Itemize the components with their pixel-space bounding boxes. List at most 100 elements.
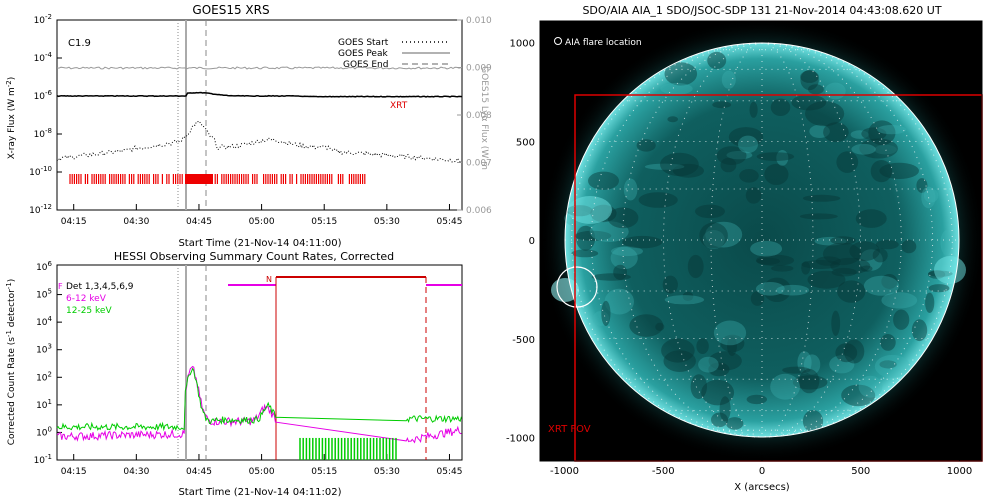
hessi-y-axis: 106 105 104 103 102 101 100 10-1 <box>34 260 62 466</box>
aia-texture-blob <box>589 221 629 243</box>
goes-flare-class: C1.9 <box>68 38 91 49</box>
aia-texture-blob <box>756 257 780 265</box>
goes-title: GOES15 XRS <box>192 3 269 17</box>
aia-texture-blob <box>690 374 707 399</box>
aia-texture-blob <box>746 394 767 405</box>
aia-texture-blob <box>830 257 871 275</box>
goes-y2-axis: 0.010 0.009 0.008 0.007 0.006 <box>457 16 492 216</box>
aia-texture-blob <box>712 101 732 109</box>
aia-texture-blob <box>601 300 611 326</box>
aia-x-label: X (arcsecs) <box>734 482 790 493</box>
hessi-x-tick-label: 04:30 <box>123 467 149 477</box>
aia-frame <box>539 20 983 462</box>
goes-y2-tick-label: 0.006 <box>466 206 492 216</box>
aia-texture-blob <box>836 151 859 173</box>
hessi-y-tick-label: 10-1 <box>34 453 52 466</box>
xrt-obs-dense-block <box>185 174 213 184</box>
goes-legend-end: GOES End <box>343 60 388 70</box>
aia-texture-blob <box>859 138 898 159</box>
aia-texture-blob <box>855 209 887 228</box>
aia-texture-blob <box>770 373 800 400</box>
aia-texture-blob <box>695 204 725 219</box>
hessi-x-tick-label: 04:15 <box>61 467 87 477</box>
hessi-y-tick-label: 103 <box>36 343 52 356</box>
aia-texture-blob <box>607 207 639 229</box>
aia-x-tick-label: 500 <box>851 466 870 477</box>
aia-title: SDO/AIA AIA_1 SDO/JSOC-SDP 131 21-Nov-20… <box>582 4 941 17</box>
hessi-legend-low: 6-12 keV <box>66 294 107 304</box>
aia-x-tick-label: -1000 <box>550 466 579 477</box>
aia-texture-blob <box>638 192 678 208</box>
goes-lya-series <box>56 66 462 70</box>
aia-texture-blob <box>698 356 719 373</box>
aia-texture-blob <box>756 152 795 162</box>
aia-texture-blob <box>720 334 745 353</box>
aia-texture-blob <box>916 178 928 193</box>
hessi-y-tick-label: 102 <box>36 370 52 383</box>
aia-texture-blob <box>664 62 698 86</box>
aia-texture-blob <box>870 160 893 183</box>
aia-texture-blob <box>726 417 744 430</box>
hessi-panel: HESSI Observing Summary Count Rates, Cor… <box>5 250 463 498</box>
aia-texture-blob <box>824 82 846 100</box>
aia-texture-blob <box>830 236 856 245</box>
aia-texture-blob <box>881 274 898 289</box>
hessi-high-series <box>56 367 462 432</box>
goes-x-tick-label: 05:15 <box>311 217 337 227</box>
aia-texture-blob <box>803 354 821 375</box>
aia-y-tick-label: -500 <box>512 335 535 346</box>
hessi-flag-n: N <box>266 275 272 284</box>
aia-texture-blob <box>829 355 855 374</box>
aia-texture-blob <box>738 135 758 154</box>
aia-texture-blob <box>822 242 862 266</box>
aia-texture-blob <box>739 169 759 183</box>
hessi-x-tick-label: 05:15 <box>311 467 337 477</box>
goes-y-tick-label: 10-12 <box>29 203 52 216</box>
aia-texture-blob <box>591 273 631 281</box>
hessi-legend-high: 12-25 keV <box>66 306 112 316</box>
aia-texture-blob <box>672 163 705 178</box>
aia-texture-blob <box>911 319 928 342</box>
aia-texture-blob <box>610 246 638 270</box>
hessi-y-label: Corrected Count Rate (s-1 detector-1) <box>5 279 17 446</box>
aia-texture-blob <box>859 249 883 271</box>
aia-y-tick-label: 0 <box>529 236 535 247</box>
aia-texture-blob <box>750 291 765 306</box>
aia-texture-blob <box>719 396 731 422</box>
aia-texture-blob <box>745 187 762 204</box>
hessi-y-tick-label: 104 <box>36 315 52 328</box>
aia-texture-blob <box>655 322 665 331</box>
aia-texture-blob <box>707 51 727 70</box>
aia-texture-blob <box>713 320 747 346</box>
aia-texture-blob <box>756 254 795 266</box>
aia-texture-blob <box>792 375 828 390</box>
aia-texture-blob <box>720 157 737 173</box>
aia-texture-blob <box>696 338 709 355</box>
aia-lon-line <box>590 42 763 438</box>
aia-texture-blob <box>875 239 899 250</box>
aia-texture-blob <box>799 368 820 394</box>
goes-x-axis: 04:15 04:30 04:45 05:00 05:15 05:30 05:45 <box>61 204 463 227</box>
aia-texture-blob <box>802 410 824 433</box>
aia-texture-blob <box>726 150 753 160</box>
aia-texture-blob <box>872 248 888 263</box>
aia-texture-blob <box>701 379 735 406</box>
aia-flare-legend-icon <box>554 37 562 45</box>
aia-lon-line <box>622 42 763 438</box>
aia-y-tick-label: 1000 <box>510 39 535 50</box>
aia-texture-blob <box>860 265 873 272</box>
goes-y-tick-label: 10-2 <box>34 13 52 26</box>
goes-short-series <box>56 120 463 163</box>
hessi-x-axis: 04:15 04:30 04:45 05:00 05:15 05:30 05:45 <box>61 454 462 477</box>
hessi-x-tick-label: 05:30 <box>374 467 400 477</box>
goes-y-tick-label: 10-8 <box>34 127 52 140</box>
hessi-x-label: Start Time (21-Nov-14 04:11:02) <box>178 487 341 498</box>
aia-texture-blob <box>843 339 865 364</box>
goes-x-tick-label: 05:45 <box>437 217 463 227</box>
goes-y-tick-label: 10-6 <box>34 89 53 102</box>
aia-y-tick-label: -1000 <box>506 434 535 445</box>
aia-texture-blob <box>687 254 704 279</box>
aia-texture-blob <box>660 152 699 177</box>
goes-y-tick-label: 10-10 <box>29 165 52 178</box>
